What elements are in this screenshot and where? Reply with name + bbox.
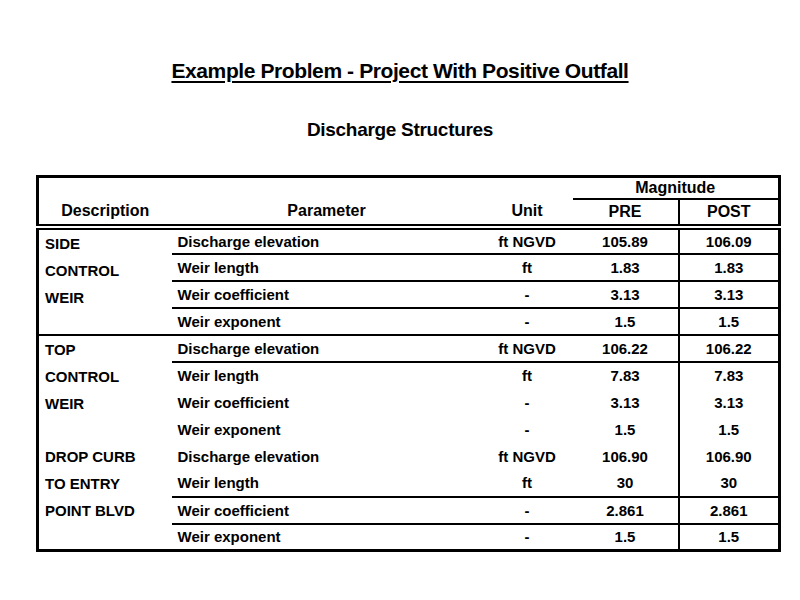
- description-cell: SIDE CONTROL WEIR: [38, 227, 172, 335]
- page-subtitle: Discharge Structures: [0, 119, 800, 141]
- post-header: POST: [679, 199, 780, 227]
- pre-value-cell: 1.5: [573, 308, 679, 335]
- unit-cell: -: [482, 389, 573, 416]
- discharge-structures-table: Magnitude Description Parameter Unit PRE…: [36, 175, 781, 552]
- parameter-cell: Weir exponent: [172, 416, 482, 443]
- pre-value-cell: 3.13: [573, 281, 679, 308]
- page-title-text: Example Problem - Project With Positive …: [171, 59, 628, 82]
- unit-cell: ft: [482, 254, 573, 281]
- pre-header: PRE: [573, 199, 679, 227]
- post-value-cell: 3.13: [679, 389, 780, 416]
- unit-cell: ft: [482, 362, 573, 389]
- discharge-structures-table-container: Magnitude Description Parameter Unit PRE…: [36, 175, 781, 552]
- unit-header: Unit: [482, 199, 573, 227]
- parameter-cell: Weir coefficient: [172, 281, 482, 308]
- unit-cell: -: [482, 308, 573, 335]
- post-value-cell: 1.83: [679, 254, 780, 281]
- table-row: DROP CURB TO ENTRY POINT BLVD Discharge …: [38, 443, 780, 470]
- unit-cell: ft NGVD: [482, 443, 573, 470]
- unit-cell: ft NGVD: [482, 227, 573, 254]
- parameter-cell: Weir coefficient: [172, 389, 482, 416]
- pre-value-cell: 1.5: [573, 416, 679, 443]
- parameter-cell: Weir exponent: [172, 308, 482, 335]
- parameter-cell: Discharge elevation: [172, 443, 482, 470]
- post-value-cell: 1.5: [679, 524, 780, 551]
- post-value-cell: 1.5: [679, 308, 780, 335]
- description-cell: TOP CONTROL WEIR: [38, 335, 172, 443]
- pre-value-cell: 106.22: [573, 335, 679, 362]
- post-value-cell: 3.13: [679, 281, 780, 308]
- pre-value-cell: 7.83: [573, 362, 679, 389]
- magnitude-header: Magnitude: [573, 177, 780, 199]
- post-value-cell: 2.861: [679, 497, 780, 524]
- parameter-cell: Discharge elevation: [172, 227, 482, 254]
- parameter-cell: Weir length: [172, 362, 482, 389]
- header-row-columns: Description Parameter Unit PRE POST: [38, 199, 780, 227]
- unit-cell: -: [482, 281, 573, 308]
- pre-value-cell: 2.861: [573, 497, 679, 524]
- post-value-cell: 106.90: [679, 443, 780, 470]
- parameter-cell: Weir exponent: [172, 524, 482, 551]
- table-row: SIDE CONTROL WEIR Discharge elevation ft…: [38, 227, 780, 254]
- post-value-cell: 1.5: [679, 416, 780, 443]
- header-row-magnitude: Magnitude: [38, 177, 780, 199]
- pre-value-cell: 1.83: [573, 254, 679, 281]
- pre-value-cell: 105.89: [573, 227, 679, 254]
- header-spacer-cell: [38, 177, 573, 199]
- unit-cell: -: [482, 497, 573, 524]
- unit-cell: ft: [482, 470, 573, 497]
- unit-cell: -: [482, 416, 573, 443]
- parameter-cell: Weir length: [172, 254, 482, 281]
- table-row: TOP CONTROL WEIR Discharge elevation ft …: [38, 335, 780, 362]
- post-value-cell: 106.09: [679, 227, 780, 254]
- post-value-cell: 106.22: [679, 335, 780, 362]
- page-title: Example Problem - Project With Positive …: [0, 59, 800, 83]
- parameter-cell: Weir length: [172, 470, 482, 497]
- description-header: Description: [38, 199, 172, 227]
- pre-value-cell: 3.13: [573, 389, 679, 416]
- pre-value-cell: 30: [573, 470, 679, 497]
- parameter-header: Parameter: [172, 199, 482, 227]
- unit-cell: -: [482, 524, 573, 551]
- parameter-cell: Weir coefficient: [172, 497, 482, 524]
- pre-value-cell: 1.5: [573, 524, 679, 551]
- post-value-cell: 7.83: [679, 362, 780, 389]
- description-cell: DROP CURB TO ENTRY POINT BLVD: [38, 443, 172, 551]
- post-value-cell: 30: [679, 470, 780, 497]
- unit-cell: ft NGVD: [482, 335, 573, 362]
- pre-value-cell: 106.90: [573, 443, 679, 470]
- parameter-cell: Discharge elevation: [172, 335, 482, 362]
